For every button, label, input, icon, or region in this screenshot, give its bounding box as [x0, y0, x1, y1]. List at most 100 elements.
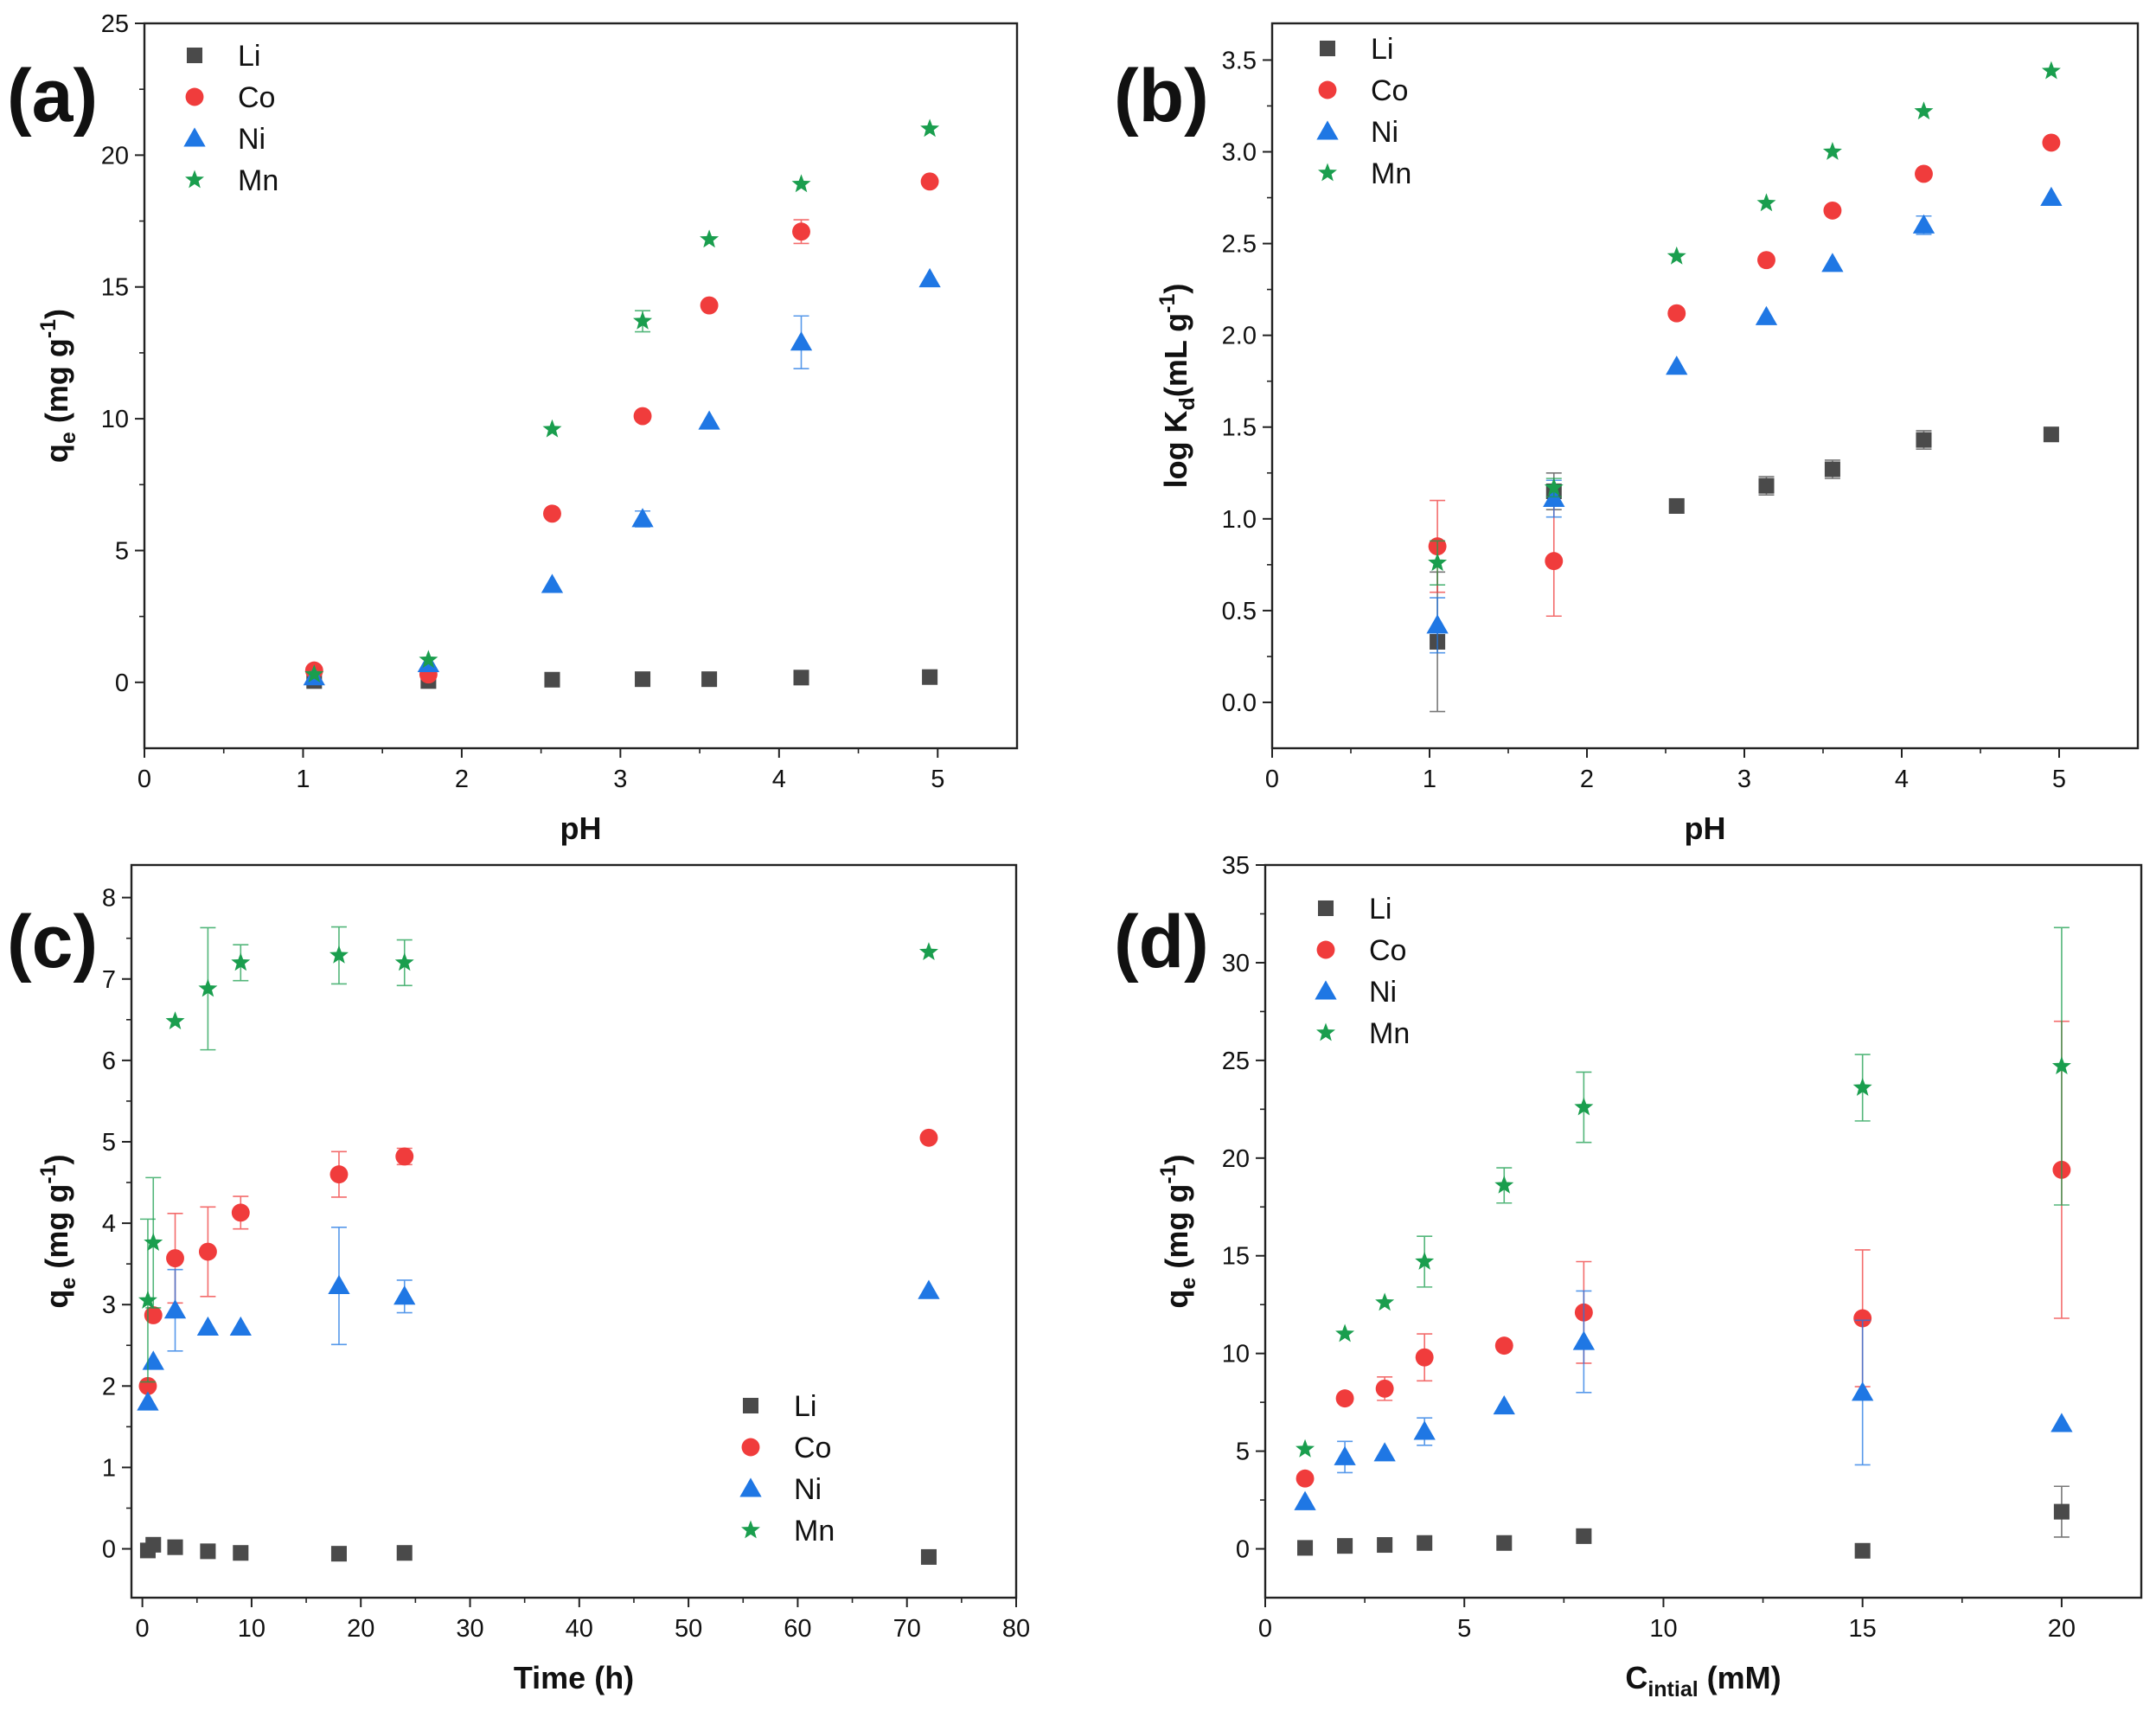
- data-point-co: [1545, 552, 1564, 571]
- data-point-mn: [419, 650, 438, 669]
- series-mn-c: [138, 926, 938, 1383]
- legend-label-co: Co: [1369, 934, 1406, 967]
- legend-label-co: Co: [238, 81, 275, 114]
- x-axis-label-b: pH: [1685, 811, 1726, 846]
- data-point-co: [1853, 1309, 1872, 1328]
- data-point-co: [1296, 1469, 1315, 1488]
- data-point-li: [1417, 1535, 1433, 1551]
- legend-label-li: Li: [238, 40, 260, 73]
- y-tick-label: 0: [102, 1536, 116, 1564]
- data-point-co: [543, 504, 561, 523]
- data-point-ni: [196, 1316, 220, 1336]
- x-axis-c: 0 10 20 30 40 50 60 70 80: [136, 1598, 1030, 1643]
- legend-marker-co: [741, 1438, 760, 1457]
- series-li-a: [306, 669, 938, 689]
- x-axis-label-a: pH: [560, 811, 602, 846]
- x-tick-label: 40: [566, 1615, 593, 1643]
- panel-c: 0 10 20 30 40 50 60 70 80 0 1 2 3 4 5 6 7 8 Time (h) qe (mg…: [7, 863, 1030, 1695]
- legend-marker-ni: [183, 127, 206, 147]
- data-point-ni: [142, 1350, 164, 1370]
- legend-label-li: Li: [794, 1390, 816, 1423]
- legend-label-mn: Mn: [1371, 157, 1411, 190]
- data-point-ni: [631, 508, 654, 528]
- data-point-co: [1335, 1389, 1354, 1408]
- data-point-mn: [329, 945, 349, 964]
- x-tick-label: 2: [1580, 766, 1594, 793]
- series-mn-d: [1296, 926, 2071, 1458]
- panel-b: 0 1 2 3 4 5 0.0 0.5 1.0 1.5 2.0 2.5 3.0 3.5 pH log Kd(m…: [1114, 22, 2140, 846]
- y-tick-label: 2.0: [1222, 323, 1257, 350]
- data-point-mn: [1428, 553, 1448, 572]
- data-point-co: [166, 1249, 184, 1268]
- data-point-ni: [1912, 214, 1935, 234]
- legend-c: Li Co Ni Mn: [739, 1390, 835, 1548]
- x-tick-label: 0: [1265, 766, 1279, 793]
- y-tick-label: 25: [101, 10, 129, 38]
- panel-label-d: (d): [1114, 900, 1209, 984]
- x-tick-label: 10: [238, 1615, 266, 1643]
- x-tick-label: 3: [1737, 766, 1751, 793]
- data-point-mn: [394, 952, 414, 971]
- legend-label-mn: Mn: [238, 164, 278, 197]
- data-point-co: [1823, 201, 1842, 220]
- data-point-ni: [1413, 1420, 1436, 1440]
- y-tick-label: 2.5: [1222, 231, 1257, 259]
- legend-marker-li: [186, 47, 203, 64]
- data-point-co: [1375, 1379, 1394, 1398]
- data-point-mn: [144, 1233, 163, 1252]
- y-tick-label: 0.0: [1222, 689, 1257, 717]
- x-tick-label: 20: [347, 1615, 374, 1643]
- data-point-ni: [918, 1279, 940, 1299]
- y-axis-c: 0 1 2 3 4 5 6 7 8: [102, 885, 131, 1564]
- data-point-co: [198, 1242, 217, 1261]
- x-tick-label: 0: [136, 1615, 150, 1643]
- x-tick-label: 0: [138, 766, 151, 793]
- data-point-ni: [1755, 305, 1778, 325]
- series-co-c: [138, 1128, 938, 1395]
- y-tick-label: 7: [102, 966, 116, 994]
- data-point-li: [200, 1543, 216, 1560]
- data-point-ni: [1493, 1395, 1515, 1415]
- series-mn-a: [304, 119, 940, 683]
- x-tick-label: 10: [1649, 1615, 1677, 1643]
- data-point-mn: [633, 311, 653, 330]
- data-point-li: [1824, 461, 1840, 477]
- panel-label-a: (a): [7, 54, 98, 138]
- legend-label-co: Co: [1371, 74, 1408, 107]
- legend-label-ni: Ni: [238, 123, 266, 156]
- panel-d: 0 5 10 15 20 0 5 10 15 20 25 30 35 Cintial (mM) qe (mg…: [1114, 852, 2143, 1701]
- legend-marker-mn: [185, 170, 204, 189]
- data-point-li: [1377, 1536, 1393, 1554]
- legend-label-mn: Mn: [794, 1515, 835, 1548]
- data-point-mn: [231, 952, 251, 971]
- legend-marker-ni: [1315, 980, 1337, 1000]
- data-point-mn: [304, 664, 324, 683]
- data-point-li: [922, 669, 938, 685]
- y-tick-label: 6: [102, 1048, 116, 1075]
- data-point-mn: [920, 119, 940, 138]
- legend-d: Li Co Ni Mn: [1315, 893, 1410, 1050]
- data-point-mn: [1852, 1077, 1872, 1096]
- panel-label-c: (c): [7, 900, 98, 984]
- data-point-co: [395, 1147, 414, 1166]
- y-tick-label: 15: [101, 274, 129, 302]
- data-point-mn: [1544, 477, 1564, 497]
- x-axis-d: 0 5 10 15 20: [1258, 1598, 2076, 1643]
- panel-a: 0 1 2 3 4 5 0 5 10 15 20 25 pH qe (mg g-1) (a) Li Co Ni Mn: [7, 10, 1019, 846]
- data-point-li: [167, 1539, 183, 1555]
- legend-marker-ni: [1316, 120, 1339, 140]
- legend-b: Li Co Ni Mn: [1316, 33, 1411, 190]
- x-tick-label: 5: [1457, 1615, 1471, 1643]
- x-tick-label: 15: [1849, 1615, 1877, 1643]
- series-li-d: [1297, 1485, 2070, 1559]
- data-point-li: [1758, 477, 1775, 494]
- data-point-li: [2043, 426, 2059, 443]
- legend-marker-li: [1317, 900, 1334, 917]
- data-point-mn: [1296, 1439, 1315, 1458]
- x-axis-a: 0 1 2 3 4 5: [138, 748, 944, 793]
- data-point-ni: [137, 1391, 159, 1411]
- x-axis-label-d: Cintial (mM): [1625, 1660, 1781, 1701]
- legend-label-co: Co: [794, 1432, 831, 1464]
- data-point-ni: [918, 267, 941, 288]
- data-point-li: [1337, 1538, 1353, 1554]
